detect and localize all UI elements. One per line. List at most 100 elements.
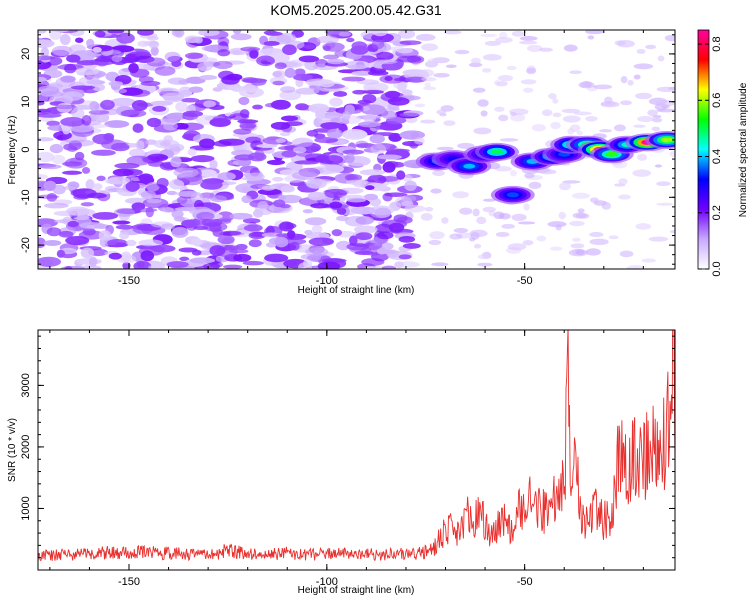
heatmap-noise-cell bbox=[92, 183, 103, 190]
heatmap-noise-cell bbox=[75, 37, 84, 43]
heatmap-noise-cell bbox=[608, 235, 619, 240]
heatmap-noise-cell bbox=[669, 150, 675, 157]
heatmap-noise-cell bbox=[497, 75, 514, 82]
heatmap-noise-cell bbox=[190, 155, 215, 163]
heatmap-noise-cell bbox=[85, 179, 95, 190]
heatmap-noise-cell bbox=[302, 259, 313, 268]
heatmap-noise-cell bbox=[641, 258, 657, 263]
heatmap-noise-cell bbox=[501, 223, 516, 229]
heatmap-noise-cell bbox=[571, 192, 591, 199]
snr-plot-area bbox=[38, 330, 675, 570]
heatmap-noise-cell bbox=[217, 37, 230, 47]
heatmap-noise-cell bbox=[645, 44, 657, 50]
heatmap-noise-cell bbox=[38, 256, 62, 267]
heatmap-noise-cell bbox=[238, 96, 250, 106]
heatmap-noise-cell bbox=[241, 77, 258, 83]
heatmap-noise-cell bbox=[76, 60, 99, 66]
heatmap-noise-cell bbox=[146, 57, 166, 67]
heatmap-noise-cell bbox=[125, 181, 140, 192]
heatmap-noise-cell bbox=[199, 138, 215, 149]
heatmap-noise-cell bbox=[399, 40, 422, 46]
heatmap-noise-cell bbox=[248, 239, 262, 248]
heatmap-noise-cell bbox=[369, 197, 382, 207]
heatmap-noise-cell bbox=[413, 137, 425, 145]
heatmap-noise-cell bbox=[549, 246, 563, 251]
heatmap-noise-cell bbox=[279, 221, 294, 232]
heatmap-noise-cell bbox=[576, 130, 583, 136]
heatmap-noise-cell bbox=[257, 201, 269, 210]
heatmap-signal-cell bbox=[490, 149, 503, 155]
heatmap-noise-cell bbox=[60, 117, 85, 127]
heatmap-noise-cell bbox=[270, 121, 291, 130]
heatmap-noise-cell bbox=[171, 226, 189, 238]
heatmap-noise-cell bbox=[587, 35, 595, 40]
heatmap-noise-cell bbox=[651, 126, 660, 132]
heatmap-y-axis-label: Frequency (Hz) bbox=[7, 116, 18, 185]
heatmap-noise-cell bbox=[187, 148, 197, 156]
heatmap-noise-cell bbox=[569, 70, 582, 75]
heatmap-noise-cell bbox=[477, 99, 489, 107]
heatmap-noise-cell bbox=[107, 30, 125, 34]
heatmap-noise-cell bbox=[51, 154, 66, 165]
heatmap-noise-cell bbox=[188, 86, 204, 93]
heatmap-noise-cell bbox=[346, 242, 369, 251]
heatmap-noise-cell bbox=[166, 190, 177, 196]
heatmap-noise-cell bbox=[164, 51, 181, 62]
heatmap-noise-cell bbox=[222, 264, 243, 269]
heatmap-noise-cell bbox=[38, 39, 55, 48]
heatmap-noise-cell bbox=[111, 142, 130, 152]
heatmap-noise-cell bbox=[414, 103, 426, 108]
heatmap-noise-cell bbox=[209, 195, 227, 203]
heatmap-noise-cell bbox=[157, 87, 180, 96]
heatmap-noise-cell bbox=[336, 139, 347, 145]
heatmap-y-tick-label: 0 bbox=[20, 146, 32, 152]
heatmap-noise-cell bbox=[137, 30, 154, 36]
heatmap-noise-cell bbox=[86, 38, 95, 48]
heatmap-noise-cell bbox=[398, 254, 412, 260]
heatmap-noise-cell bbox=[329, 97, 343, 107]
heatmap-y-tick-label: 20 bbox=[20, 48, 32, 60]
heatmap-noise-cell bbox=[421, 76, 437, 82]
heatmap-noise-cell bbox=[73, 215, 90, 221]
heatmap-noise-cell bbox=[361, 258, 385, 266]
heatmap-noise-cell bbox=[275, 138, 287, 143]
heatmap-noise-cell bbox=[308, 237, 334, 246]
heatmap-noise-cell bbox=[50, 30, 70, 33]
heatmap-noise-cell bbox=[233, 253, 252, 262]
heatmap-noise-cell bbox=[371, 39, 385, 50]
heatmap-noise-cell bbox=[473, 127, 492, 135]
snr-x-tick-label: -100 bbox=[316, 576, 338, 588]
heatmap-noise-cell bbox=[421, 43, 438, 52]
heatmap-noise-cell bbox=[552, 98, 559, 104]
heatmap-noise-cell bbox=[558, 211, 567, 220]
heatmap-noise-cell bbox=[570, 243, 585, 249]
heatmap-noise-cell bbox=[108, 252, 122, 260]
heatmap-noise-cell bbox=[578, 81, 595, 89]
heatmap-noise-cell bbox=[127, 89, 151, 97]
heatmap-noise-cell bbox=[429, 231, 445, 240]
heatmap-noise-cell bbox=[538, 47, 553, 52]
heatmap-noise-cell bbox=[396, 47, 414, 54]
heatmap-noise-cell bbox=[163, 122, 178, 131]
heatmap-noise-cell bbox=[324, 188, 348, 199]
heatmap-noise-cell bbox=[626, 265, 644, 269]
heatmap-noise-cell bbox=[519, 36, 538, 41]
heatmap-noise-cell bbox=[419, 119, 436, 124]
snr-frame bbox=[37, 329, 676, 571]
heatmap-noise-cell bbox=[38, 137, 54, 142]
heatmap-noise-cell bbox=[198, 169, 217, 178]
heatmap-noise-cell bbox=[281, 150, 297, 158]
heatmap-noise-cell bbox=[79, 265, 102, 269]
heatmap-noise-cell bbox=[213, 140, 232, 147]
heatmap-noise-cell bbox=[107, 176, 131, 185]
heatmap-noise-cell bbox=[248, 231, 266, 240]
heatmap-noise-cell bbox=[220, 218, 232, 224]
heatmap-noise-cell bbox=[133, 260, 152, 269]
heatmap-noise-cell bbox=[307, 191, 326, 201]
heatmap-noise-cell bbox=[305, 247, 329, 256]
heatmap-noise-cell bbox=[153, 139, 180, 149]
heatmap-noise-cell bbox=[256, 55, 275, 67]
heatmap-noise-cell bbox=[589, 238, 609, 246]
heatmap-noise-cell bbox=[295, 87, 320, 95]
heatmap-noise-cell bbox=[428, 239, 442, 246]
